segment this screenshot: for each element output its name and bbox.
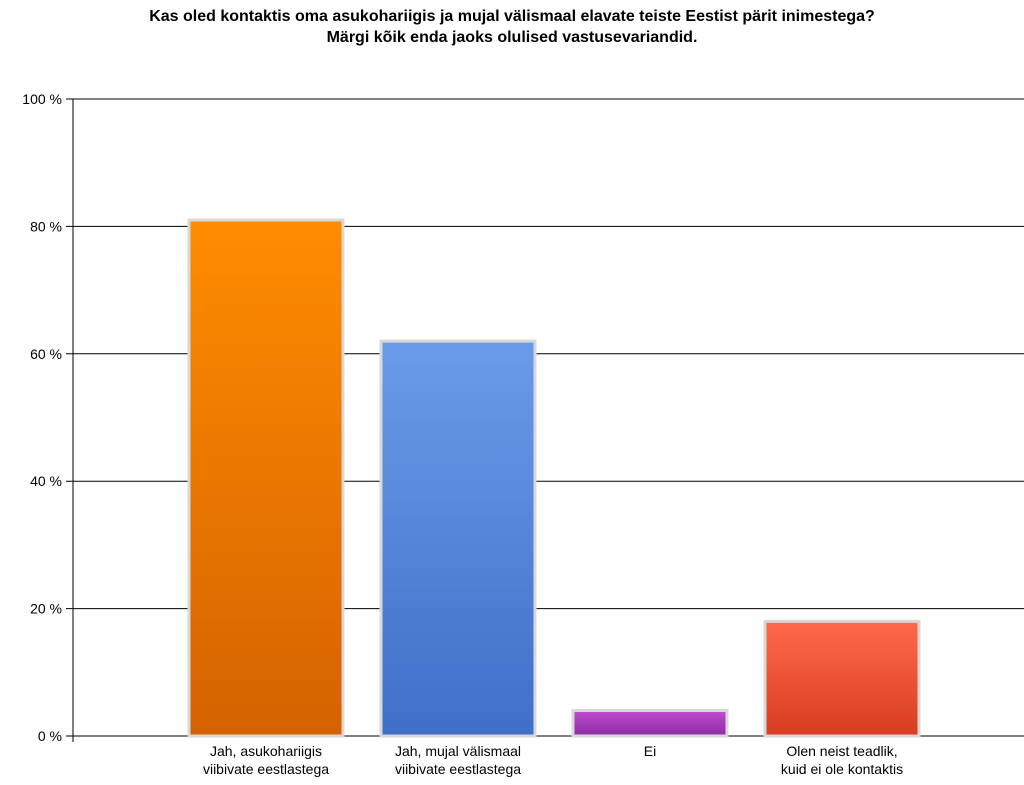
- x-category-label: Jah, mujal välismaal viibivate eestlasteg…: [395, 743, 521, 777]
- x-category-labels: Jah, asukohariigis viibivate eestlastega J…: [203, 743, 903, 777]
- y-tick-label: 60 %: [30, 346, 62, 362]
- bar: [571, 709, 729, 738]
- y-tick-label: 100 %: [22, 91, 62, 107]
- bar: [379, 339, 537, 738]
- x-category-label: Jah, asukohariigis viibivate eestlastega: [203, 743, 329, 777]
- x-category-label: Olen neist teadlik, kuid ei ole kontaktis: [781, 743, 903, 777]
- y-tick-label: 20 %: [30, 601, 62, 617]
- chart-title: Kas oled kontaktis oma asukohariigis ja …: [0, 6, 1024, 48]
- bars: [187, 218, 921, 738]
- y-tick-labels: 0 % 20 % 40 % 60 % 80 % 100 %: [22, 91, 62, 744]
- chart-title-line-2: Märgi kõik enda jaoks olulised vastuseva…: [326, 29, 698, 46]
- y-tick-label: 0 %: [38, 728, 62, 744]
- x-category-label: Ei: [644, 743, 656, 759]
- y-tick-label: 40 %: [30, 473, 62, 489]
- chart-title-line-1: Kas oled kontaktis oma asukohariigis ja …: [149, 8, 875, 25]
- bar: [187, 218, 345, 738]
- y-tick-label: 80 %: [30, 218, 62, 234]
- bar: [763, 619, 921, 738]
